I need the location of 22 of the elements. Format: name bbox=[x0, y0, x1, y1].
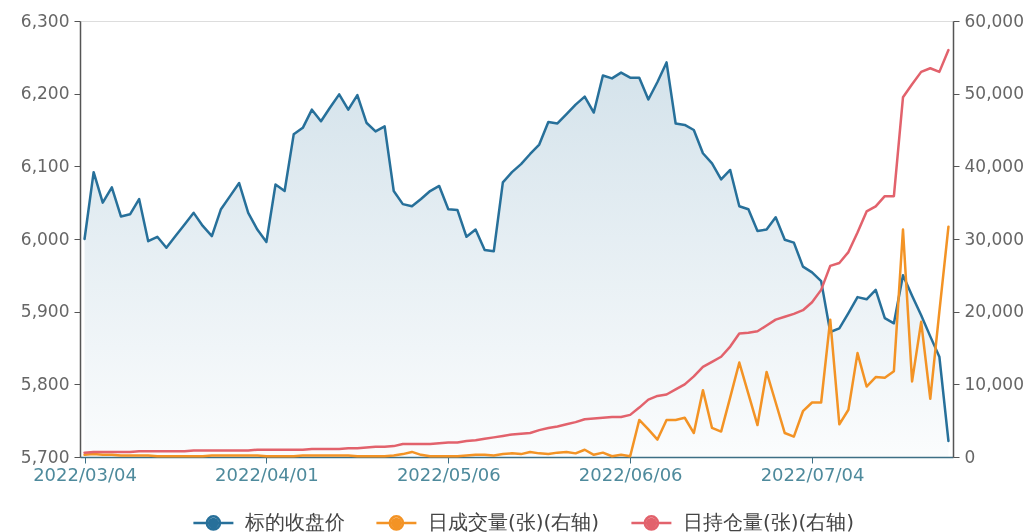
y-tick-label: 5,700 bbox=[20, 446, 70, 467]
y-tick-label: 6,300 bbox=[20, 10, 70, 31]
x-tick-label: 2022/05/06 bbox=[396, 463, 501, 485]
y2-tick-label: 40,000 bbox=[964, 155, 1024, 176]
y-tick-label: 6,100 bbox=[20, 155, 70, 176]
y2-tick-label: 30,000 bbox=[964, 228, 1024, 249]
y-tick-label: 5,900 bbox=[20, 301, 70, 322]
y2-tick-label: 10,000 bbox=[964, 373, 1024, 394]
y2-tick-label: 50,000 bbox=[964, 83, 1024, 104]
x-tick-label: 2022/06/06 bbox=[578, 463, 683, 485]
legend-label: 日成交量(张)(右轴) bbox=[427, 509, 600, 532]
y2-tick-label: 0 bbox=[964, 446, 976, 467]
y2-tick-label: 60,000 bbox=[964, 10, 1024, 31]
legend-label: 日持仓量(张)(右轴) bbox=[682, 509, 855, 532]
line-series bbox=[83, 225, 950, 458]
y-tick-label: 6,000 bbox=[20, 228, 70, 249]
y-tick-label: 6,200 bbox=[20, 83, 70, 104]
y2-tick-label: 20,000 bbox=[964, 301, 1024, 322]
legend-label: 标的收盘价 bbox=[243, 509, 345, 532]
y-tick-label: 5,800 bbox=[20, 373, 70, 394]
x-tick-label: 2022/07/04 bbox=[760, 463, 865, 485]
x-tick-label: 2022/04/01 bbox=[215, 463, 319, 485]
